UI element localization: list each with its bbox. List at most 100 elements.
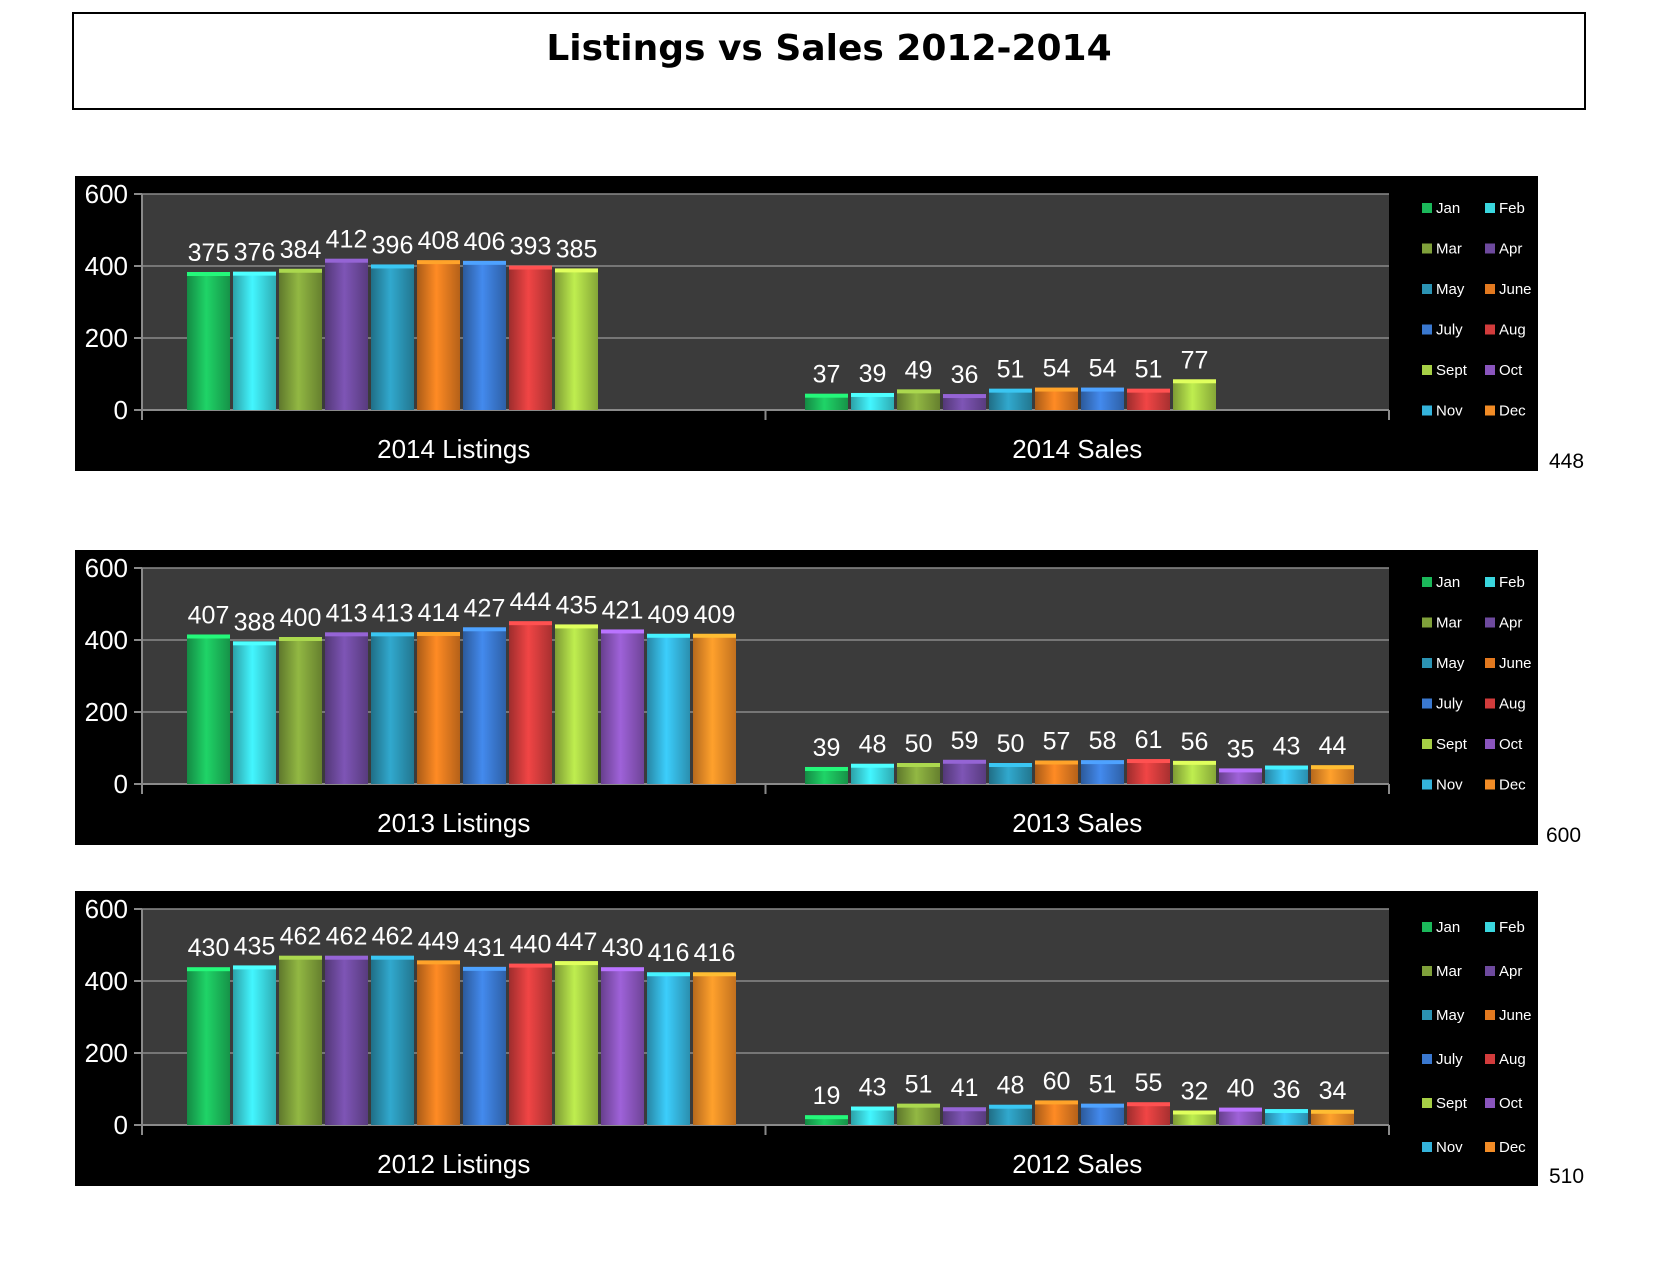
chart-2-bar-top xyxy=(1173,1110,1216,1115)
chart-1-bar-mar-sales xyxy=(897,766,940,784)
chart-1-bar-top xyxy=(233,641,276,646)
chart-1-legend-swatch-oct xyxy=(1485,739,1495,749)
chart-0-data-label: 376 xyxy=(234,239,276,267)
chart-2-legend-swatch-oct xyxy=(1485,1098,1495,1108)
chart-2-legend-swatch-jan xyxy=(1422,922,1432,932)
chart-2013-side-note: 600 xyxy=(1546,824,1582,847)
chart-1-bar-top xyxy=(371,632,414,637)
chart-2-data-label: 462 xyxy=(280,923,322,951)
chart-2-bar-apr-listings xyxy=(325,958,368,1125)
chart-1-bar-top xyxy=(279,637,322,641)
chart-1-legend-label: June xyxy=(1499,655,1532,672)
chart-0-category-label: 2014 Sales xyxy=(1012,434,1142,464)
chart-0-data-label: 393 xyxy=(510,233,552,261)
chart-2-data-label: 416 xyxy=(694,939,736,967)
chart-2-legend-label: Nov xyxy=(1436,1139,1463,1156)
chart-1-data-label: 50 xyxy=(905,730,933,758)
chart-2-bar-top xyxy=(555,961,598,966)
chart-1-bar-oct-sales xyxy=(1219,771,1262,784)
chart-1-bar-top xyxy=(943,759,986,764)
chart-0-bar-top xyxy=(989,388,1032,393)
chart-2-bar-top xyxy=(1265,1109,1308,1114)
chart-0-bar-top xyxy=(555,268,598,273)
chart-0-bar-top xyxy=(1127,388,1170,393)
chart-2-bar-top xyxy=(325,955,368,960)
chart-0-legend-label: Apr xyxy=(1499,241,1522,258)
chart-1-legend-swatch-dec xyxy=(1485,779,1495,790)
chart-2-bar-top xyxy=(187,967,230,972)
chart-1-bar-apr-listings xyxy=(325,635,368,784)
chart-0-data-label: 54 xyxy=(1043,355,1071,383)
chart-0-legend-label: Sept xyxy=(1436,362,1468,379)
chart-0-bar-top xyxy=(805,393,848,398)
chart-2-legend-swatch-feb xyxy=(1485,922,1495,932)
chart-0-bar-july-sales xyxy=(1081,390,1124,410)
chart-1-bar-feb-listings xyxy=(233,644,276,784)
chart-2-data-label: 462 xyxy=(372,923,414,951)
chart-0-legend-swatch-july xyxy=(1422,324,1432,335)
chart-0-legend-swatch-oct xyxy=(1485,365,1495,375)
chart-0-legend-swatch-feb xyxy=(1485,203,1495,213)
chart-0-bar-sept-sales xyxy=(1173,382,1216,410)
chart-1-legend-label: Apr xyxy=(1499,615,1522,632)
chart-2-bar-top xyxy=(371,955,414,960)
chart-1-bar-top xyxy=(1219,768,1262,773)
chart-1-data-label: 427 xyxy=(464,594,506,622)
chart-2-data-label: 430 xyxy=(188,934,230,962)
chart-1-bar-feb-sales xyxy=(851,766,894,784)
chart-2-bar-apr-sales xyxy=(943,1110,986,1125)
chart-0-legend-label: Dec xyxy=(1499,403,1526,420)
chart-2012: 0 200 400 600 2012 Listings 2012 Sales 430 435 4… xyxy=(75,891,1538,1186)
chart-2014-side-note: 448 xyxy=(1549,450,1585,473)
chart-2-bar-top xyxy=(1035,1100,1078,1105)
chart-2-bar-may-sales xyxy=(989,1107,1032,1125)
chart-2-legend-label: Feb xyxy=(1499,919,1525,936)
chart-0-legend-swatch-may xyxy=(1422,284,1432,294)
chart-1-legend-label: May xyxy=(1436,655,1465,672)
chart-1-bar-top xyxy=(805,766,848,771)
chart-0-bar-top xyxy=(325,258,368,263)
chart-1-bar-top xyxy=(1035,760,1078,765)
chart-2-data-label: 43 xyxy=(859,1074,887,1102)
chart-2-bar-jan-listings xyxy=(187,970,230,1125)
chart-2-bar-top xyxy=(1219,1107,1262,1112)
chart-0-bar-top xyxy=(371,264,414,269)
chart-2-legend-label: Aug xyxy=(1499,1051,1526,1068)
chart-1-data-label: 58 xyxy=(1089,727,1117,755)
chart-1-data-label: 421 xyxy=(602,596,644,624)
chart-2-bar-sept-listings xyxy=(555,964,598,1125)
chart-0-bar-top xyxy=(233,271,276,276)
chart-1-bar-top xyxy=(601,629,644,634)
chart-1-y-tick-label: 600 xyxy=(85,553,128,583)
chart-2-data-label: 416 xyxy=(648,939,690,967)
chart-2-bar-top xyxy=(1081,1103,1124,1108)
chart-1-data-label: 409 xyxy=(648,601,690,629)
chart-1-data-label: 44 xyxy=(1319,732,1347,760)
chart-2-data-label: 36 xyxy=(1273,1076,1301,1104)
chart-2-y-tick-label: 400 xyxy=(85,966,128,996)
chart-0-data-label: 412 xyxy=(326,226,368,254)
chart-0-data-label: 37 xyxy=(813,361,841,389)
chart-0-data-label: 77 xyxy=(1181,346,1209,374)
chart-2-y-tick-label: 0 xyxy=(114,1110,128,1140)
chart-0-bar-jan-listings xyxy=(187,275,230,410)
chart-0-bar-apr-sales xyxy=(943,397,986,410)
chart-0-bar-top xyxy=(897,389,940,394)
chart-1-bar-top xyxy=(693,633,736,638)
chart-2-bar-top xyxy=(805,1115,848,1120)
chart-0-data-label: 375 xyxy=(188,239,230,267)
chart-2-bar-top xyxy=(1311,1109,1354,1114)
chart-1-legend-label: Oct xyxy=(1499,736,1523,753)
chart-0-bar-aug-listings xyxy=(509,268,552,410)
chart-2-legend-label: Sept xyxy=(1436,1095,1468,1112)
chart-0-legend-swatch-apr xyxy=(1485,243,1495,254)
chart-1-category-label: 2013 Listings xyxy=(377,808,530,838)
chart-1-data-label: 444 xyxy=(510,588,552,616)
chart-0-data-label: 385 xyxy=(556,235,598,263)
chart-2-bar-july-sales xyxy=(1081,1106,1124,1125)
chart-0-legend-label: June xyxy=(1499,281,1532,298)
chart-1-bar-top xyxy=(1311,765,1354,770)
chart-2-data-label: 447 xyxy=(556,928,598,956)
chart-0-bar-top xyxy=(509,265,552,270)
chart-0-legend-label: Jan xyxy=(1436,200,1460,217)
